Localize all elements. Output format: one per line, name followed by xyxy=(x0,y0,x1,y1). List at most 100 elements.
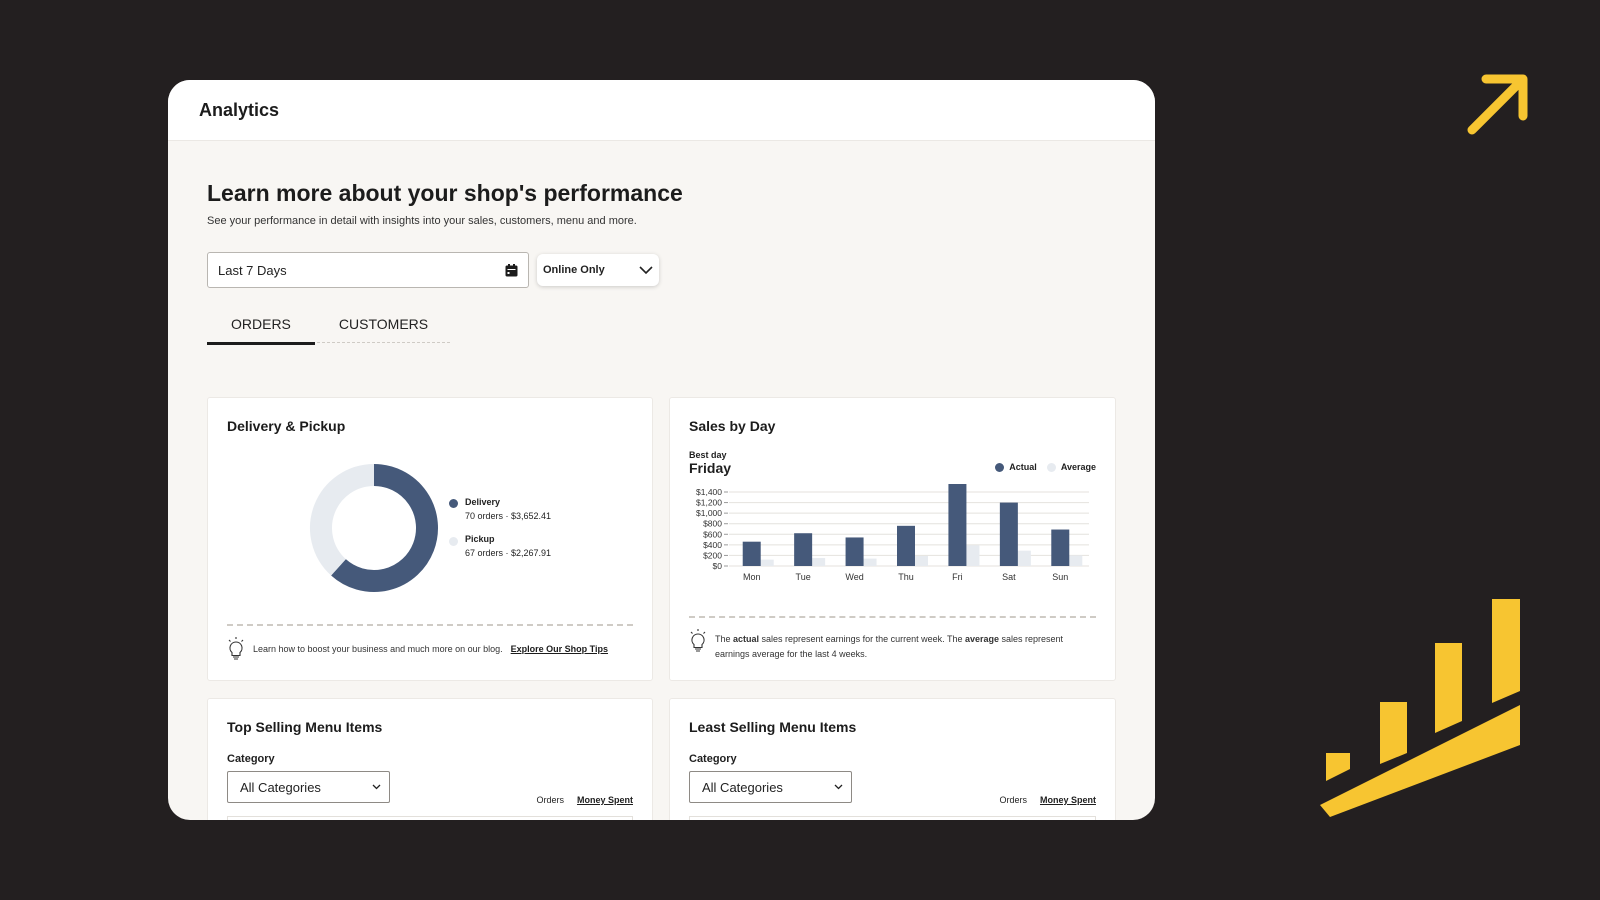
y-tick-label: $200 xyxy=(703,550,722,560)
bar-actual-wed xyxy=(845,537,864,566)
date-range-value: Last 7 Days xyxy=(218,262,287,278)
sales-by-day-card: Sales by Day Best day Friday Actual Aver… xyxy=(669,397,1116,681)
bar-actual-tue xyxy=(794,533,813,566)
page-subhead: See your performance in detail with insi… xyxy=(207,215,637,227)
donut-slice-pickup xyxy=(310,464,375,576)
tab-customers[interactable]: CUSTOMERS xyxy=(338,316,429,332)
chart-legend: Actual Average xyxy=(995,462,1096,472)
legend-label: Delivery xyxy=(465,497,501,507)
chevron-down-icon xyxy=(639,265,653,274)
x-tick-label: Wed xyxy=(845,572,863,582)
chevron-down-icon xyxy=(834,784,843,790)
tab-orders[interactable]: ORDERS xyxy=(207,308,315,345)
channel-select[interactable]: Online Only xyxy=(537,254,659,286)
x-tick-label: Thu xyxy=(898,572,914,582)
y-tick-label: $800 xyxy=(703,519,722,529)
card-title: Top Selling Menu Items xyxy=(227,719,383,735)
y-tick-label: $1,000 xyxy=(696,508,722,518)
bar-actual-mon xyxy=(742,541,761,566)
bar-actual-fri xyxy=(948,484,967,566)
sales-tip-text: The actual sales represent earnings for … xyxy=(715,632,1096,662)
bar-average-wed xyxy=(858,558,877,566)
x-tick-label: Mon xyxy=(743,572,761,582)
bar-average-mon xyxy=(755,559,774,566)
y-tick-label: $0 xyxy=(713,561,723,571)
date-range-picker[interactable]: Last 7 Days xyxy=(207,252,529,288)
donut-chart xyxy=(310,464,438,592)
delivery-pickup-card: Delivery & Pickup Delivery 70 orders · $… xyxy=(207,397,653,681)
bar-actual-sun xyxy=(1051,529,1070,566)
shop-tips-link[interactable]: Explore Our Shop Tips xyxy=(510,644,609,654)
x-tick-label: Sat xyxy=(1002,572,1016,582)
sort-money-spent[interactable]: Money Spent xyxy=(576,795,633,805)
analytics-window: Analytics Learn more about your shop's p… xyxy=(168,80,1155,820)
chevron-down-icon xyxy=(372,784,381,790)
legend-average-label: Average xyxy=(1060,462,1096,472)
delivery-legend-dot xyxy=(449,499,458,508)
pickup-legend-dot xyxy=(449,537,458,546)
category-select-value: All Categories xyxy=(240,779,321,795)
arrow-up-right-icon xyxy=(1467,74,1528,135)
category-select-value: All Categories xyxy=(702,779,783,795)
x-tick-label: Sun xyxy=(1052,572,1068,582)
items-table xyxy=(227,816,633,820)
legend-actual-label: Actual xyxy=(1009,462,1037,472)
bar-average-thu xyxy=(910,555,928,566)
category-label: Category xyxy=(689,753,737,765)
category-label: Category xyxy=(227,753,275,765)
growth-bars-icon xyxy=(1320,599,1520,817)
report-tabs: ORDERS CUSTOMERS xyxy=(207,308,450,345)
bar-actual-thu xyxy=(897,525,915,566)
sales-bar-chart: $0$200$400$600$800$1,000$1,200$1,400 Mon T… xyxy=(696,484,1089,582)
best-day-value: Friday xyxy=(689,460,732,476)
sort-options: Orders Money Spent xyxy=(536,795,633,805)
items-table xyxy=(689,816,1096,820)
sort-options: Orders Money Spent xyxy=(999,795,1096,805)
card-tip: The actual sales represent earnings for … xyxy=(689,616,1096,662)
main-content: Learn more about your shop's performance… xyxy=(168,180,1155,345)
y-tick-label: $600 xyxy=(703,529,722,539)
bar-average-sun xyxy=(1064,555,1083,566)
donut-slice-delivery xyxy=(331,464,438,592)
best-day-label: Best day xyxy=(689,450,727,460)
lightbulb-icon xyxy=(228,637,244,660)
sort-orders[interactable]: Orders xyxy=(536,795,564,805)
category-select[interactable]: All Categories xyxy=(227,771,390,803)
least-selling-card: Least Selling Menu Items Category All Ca… xyxy=(669,698,1116,820)
x-tick-label: Fri xyxy=(952,572,963,582)
card-title: Least Selling Menu Items xyxy=(689,719,857,735)
page-headline: Learn more about your shop's performance xyxy=(207,180,683,206)
category-select[interactable]: All Categories xyxy=(689,771,852,803)
x-tick-label: Tue xyxy=(796,572,811,582)
channel-select-value: Online Only xyxy=(543,264,605,276)
calendar-icon xyxy=(505,263,518,276)
bar-average-tue xyxy=(807,558,826,566)
window-title: Analytics xyxy=(199,99,280,120)
legend-detail: 67 orders · $2,267.91 xyxy=(465,548,552,558)
tip-bold: average xyxy=(964,634,1000,644)
y-tick-label: $1,400 xyxy=(696,487,722,497)
pickup-legend: Pickup 67 orders · $2,267.91 xyxy=(465,532,551,560)
y-tick-label: $400 xyxy=(703,540,722,550)
y-tick-label: $1,200 xyxy=(696,498,722,508)
tip-part: The xyxy=(715,634,734,644)
bar-actual-sat xyxy=(999,502,1018,566)
sort-orders[interactable]: Orders xyxy=(999,795,1027,805)
tip-text: Learn how to boost your business and muc… xyxy=(253,644,503,654)
card-title: Sales by Day xyxy=(689,418,776,434)
card-tip: Learn how to boost your business and muc… xyxy=(227,624,633,662)
legend-detail: 70 orders · $3,652.41 xyxy=(465,511,552,521)
window-header: Analytics xyxy=(168,80,1155,141)
sort-money-spent[interactable]: Money Spent xyxy=(1039,795,1096,805)
tip-bold: actual xyxy=(733,634,760,644)
card-title: Delivery & Pickup xyxy=(227,418,346,434)
filter-controls: Last 7 Days Online Only xyxy=(207,252,1116,288)
legend-actual: Actual xyxy=(995,462,1037,472)
tip-part: sales represent earnings for the current… xyxy=(759,634,965,644)
tip-part: sales represent earnings average for the… xyxy=(715,634,1064,659)
delivery-legend: Delivery 70 orders · $3,652.41 xyxy=(465,495,551,523)
top-selling-card: Top Selling Menu Items Category All Cate… xyxy=(207,698,653,820)
legend-average: Average xyxy=(1046,462,1096,472)
legend-label: Pickup xyxy=(465,534,495,544)
lightbulb-icon xyxy=(690,629,706,652)
